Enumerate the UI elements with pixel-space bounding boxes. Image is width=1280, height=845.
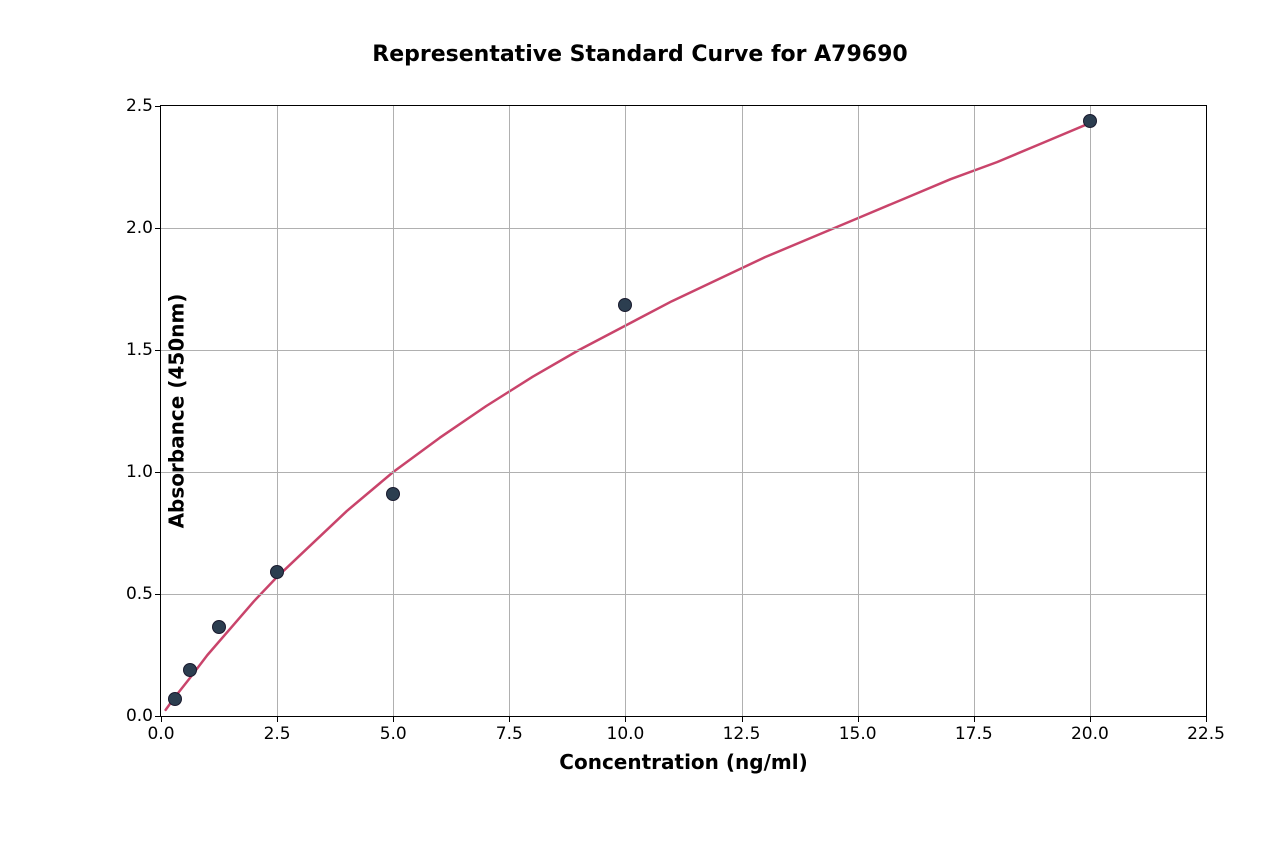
x-tick-label: 15.0 [839, 724, 877, 744]
x-tick-label: 2.5 [264, 724, 291, 744]
x-tick-label: 7.5 [496, 724, 523, 744]
gridline-h [161, 472, 1206, 473]
x-tick-label: 10.0 [607, 724, 645, 744]
chart-container: Representative Standard Curve for A79690… [0, 0, 1280, 845]
x-tick [1206, 716, 1207, 722]
data-point [183, 663, 197, 677]
y-tick [155, 472, 161, 473]
x-tick [858, 716, 859, 722]
x-tick [161, 716, 162, 722]
gridline-h [161, 594, 1206, 595]
data-point [386, 487, 400, 501]
x-tick-label: 22.5 [1187, 724, 1225, 744]
gridline-v [509, 106, 510, 716]
chart-title: Representative Standard Curve for A79690 [0, 42, 1280, 67]
plot-area: Concentration (ng/ml) Absorbance (450nm)… [160, 105, 1207, 717]
gridline-h [161, 350, 1206, 351]
x-axis-label: Concentration (ng/ml) [559, 750, 807, 774]
y-tick-label: 2.0 [126, 218, 153, 238]
x-tick-label: 12.5 [723, 724, 761, 744]
x-tick-label: 5.0 [380, 724, 407, 744]
y-tick [155, 350, 161, 351]
y-tick-label: 0.0 [126, 706, 153, 726]
data-point [618, 298, 632, 312]
x-tick-label: 20.0 [1071, 724, 1109, 744]
gridline-h [161, 228, 1206, 229]
x-tick [277, 716, 278, 722]
gridline-v [625, 106, 626, 716]
x-tick [625, 716, 626, 722]
y-tick-label: 1.5 [126, 340, 153, 360]
y-tick [155, 716, 161, 717]
gridline-v [742, 106, 743, 716]
y-axis-label: Absorbance (450nm) [164, 294, 188, 529]
gridline-v [1090, 106, 1091, 716]
y-tick [155, 594, 161, 595]
x-tick [974, 716, 975, 722]
x-tick-label: 0.0 [147, 724, 174, 744]
data-point [1083, 114, 1097, 128]
data-point [212, 620, 226, 634]
x-tick [509, 716, 510, 722]
y-tick-label: 1.0 [126, 462, 153, 482]
x-tick-label: 17.5 [955, 724, 993, 744]
x-tick [1090, 716, 1091, 722]
gridline-v [974, 106, 975, 716]
y-tick-label: 0.5 [126, 584, 153, 604]
gridline-v [393, 106, 394, 716]
x-tick [393, 716, 394, 722]
gridline-v [277, 106, 278, 716]
gridline-v [858, 106, 859, 716]
y-tick [155, 106, 161, 107]
fitted-curve [161, 106, 1206, 716]
y-tick-label: 2.5 [126, 96, 153, 116]
data-point [270, 565, 284, 579]
x-tick [742, 716, 743, 722]
data-point [168, 692, 182, 706]
y-tick [155, 228, 161, 229]
